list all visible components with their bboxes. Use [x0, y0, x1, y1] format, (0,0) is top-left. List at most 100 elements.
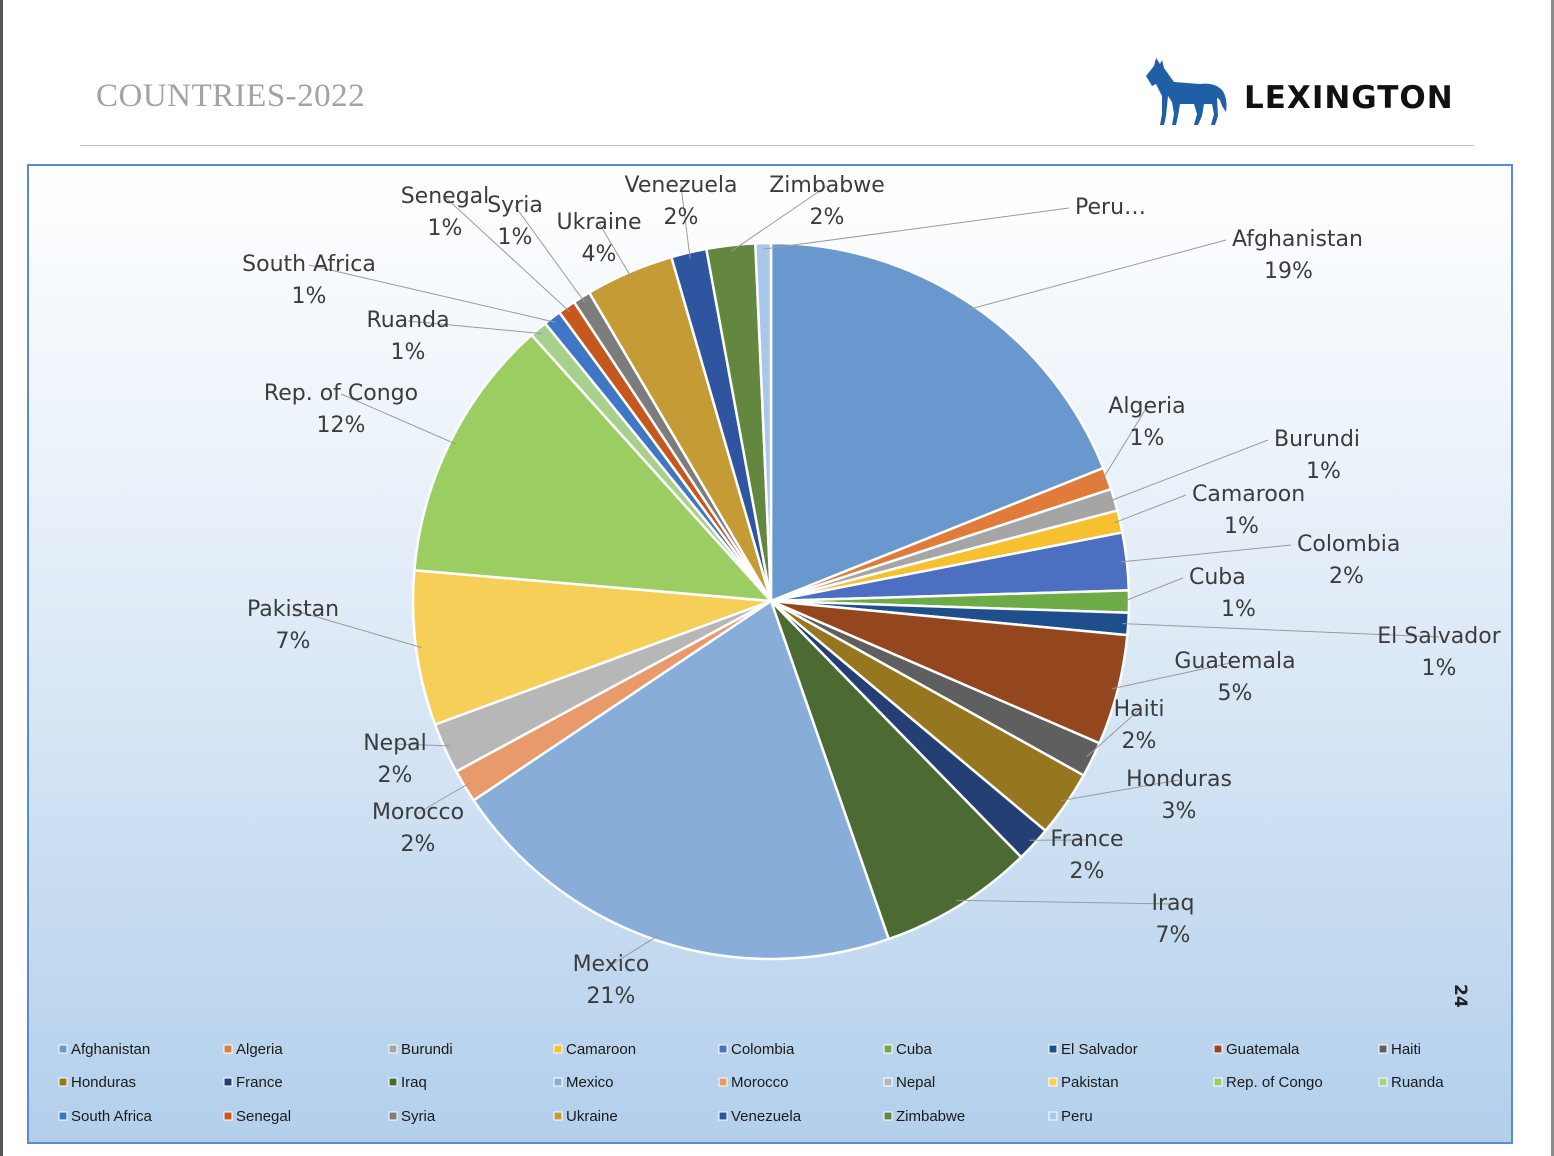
data-label-value: 1%	[1130, 426, 1165, 451]
data-label-value: 5%	[1218, 681, 1253, 706]
leader-line	[1101, 406, 1148, 481]
data-label-value: 7%	[276, 629, 311, 654]
legend-label: Haiti	[1391, 1041, 1421, 1058]
leader-line	[731, 185, 828, 252]
legend-swatch	[1378, 1077, 1388, 1087]
logo-text: LEXINGTON	[1244, 80, 1454, 116]
data-label-name: Venezuela	[625, 173, 738, 198]
data-label-value: 2%	[401, 832, 436, 857]
data-label-value: 1%	[1422, 656, 1457, 681]
legend-label: Cuba	[896, 1041, 933, 1058]
leader-line	[680, 185, 691, 259]
leader-line	[1122, 623, 1440, 638]
data-label-name: Nepal	[363, 731, 427, 756]
legend-label: Algeria	[236, 1041, 283, 1058]
title-divider	[80, 145, 1474, 146]
data-label-value: 1%	[1224, 514, 1259, 539]
data-label-name: Zimbabwe	[769, 173, 885, 198]
legend-label: Nepal	[896, 1074, 935, 1091]
legend-swatch	[223, 1111, 233, 1121]
legend-swatch	[718, 1044, 728, 1054]
leader-line	[956, 899, 1174, 905]
data-label-name: Colombia	[1297, 532, 1400, 557]
legend-label: Morocco	[731, 1074, 789, 1091]
pie-chart: Afghanistan 19% Algeria 1% Burundi 1% Camaroon…	[58, 173, 1502, 1125]
horse-icon	[1146, 58, 1227, 125]
legend-swatch	[1048, 1111, 1058, 1121]
legend-swatch	[58, 1111, 68, 1121]
data-label-name: Syria	[487, 193, 543, 218]
legend-label: Zimbabwe	[896, 1108, 965, 1125]
data-label-name: Pakistan	[247, 597, 339, 622]
legend-swatch	[553, 1044, 563, 1054]
legend-label: Honduras	[71, 1074, 136, 1091]
leader-line	[308, 264, 556, 323]
legend-label: Rep. of Congo	[1226, 1074, 1323, 1091]
leader-line	[417, 782, 470, 814]
leader-line	[340, 393, 457, 445]
legend-swatch	[388, 1111, 398, 1121]
leader-line	[407, 320, 543, 335]
legend-label: Ruanda	[1391, 1074, 1444, 1091]
legend-swatch	[58, 1044, 68, 1054]
data-label-name: South Africa	[242, 252, 376, 277]
legend-swatch	[1213, 1044, 1223, 1054]
legend-swatch	[1048, 1044, 1058, 1054]
data-label-value: 2%	[378, 763, 413, 788]
legend-swatch	[1378, 1044, 1388, 1054]
pie-slice-mexico	[471, 599, 891, 961]
leader-line	[444, 196, 571, 313]
data-label-name: Ruanda	[366, 308, 449, 333]
data-label-value: 3%	[1162, 799, 1197, 824]
legend-label: Syria	[401, 1108, 436, 1125]
leader-line	[292, 609, 423, 649]
data-label-value: 1%	[1306, 459, 1341, 484]
data-label-value: 1%	[292, 284, 327, 309]
legend-swatch	[553, 1077, 563, 1087]
legend-label: South Africa	[71, 1108, 153, 1125]
data-label-value: 21%	[587, 984, 636, 1009]
data-label-name: Peru…	[1075, 195, 1146, 220]
pie-slice-afghanistan	[769, 241, 1106, 603]
legend-swatch	[388, 1044, 398, 1054]
leader-line	[1086, 709, 1140, 758]
legend-swatch	[883, 1111, 893, 1121]
legend-label: Camaroon	[566, 1041, 636, 1058]
leader-line	[968, 239, 1227, 310]
data-label-name: Burundi	[1274, 427, 1360, 452]
leader-line	[1114, 494, 1187, 524]
legend-label: Pakistan	[1061, 1074, 1119, 1091]
legend-swatch	[883, 1077, 893, 1087]
legend-swatch	[223, 1077, 233, 1087]
data-label-value: 2%	[1329, 564, 1364, 589]
data-label-name: Afghanistan	[1232, 227, 1363, 252]
data-label-name: Senegal	[401, 184, 490, 209]
pie-slice-pakistan	[411, 568, 772, 727]
data-label-name: Honduras	[1126, 767, 1232, 792]
data-label-value: 2%	[1122, 729, 1157, 754]
legend-label: Afghanistan	[71, 1041, 150, 1058]
data-label-value: 12%	[317, 413, 366, 438]
leader-line	[1111, 661, 1236, 690]
leader-line	[514, 205, 586, 303]
data-label-name: Morocco	[372, 800, 464, 825]
legend-swatch	[223, 1044, 233, 1054]
data-label-name: France	[1050, 827, 1123, 852]
legend-label: France	[236, 1074, 283, 1091]
data-label-value: 2%	[664, 205, 699, 230]
data-label-value: 19%	[1264, 259, 1313, 284]
legend-label: Burundi	[401, 1041, 453, 1058]
data-label-value: 1%	[391, 340, 426, 365]
data-label-value: 7%	[1156, 923, 1191, 948]
legend-swatch	[718, 1077, 728, 1087]
legend-swatch	[388, 1077, 398, 1087]
legend: Afghanistan Algeria Burundi Camaroon Colombi…	[58, 1041, 1444, 1125]
leader-line	[598, 222, 633, 279]
legend-label: Peru	[1061, 1108, 1093, 1125]
legend-label: Guatemala	[1226, 1041, 1300, 1058]
pie-slices	[411, 241, 1131, 961]
data-label-value: 2%	[810, 205, 845, 230]
legend-label: Senegal	[236, 1108, 291, 1125]
legend-swatch	[718, 1111, 728, 1121]
